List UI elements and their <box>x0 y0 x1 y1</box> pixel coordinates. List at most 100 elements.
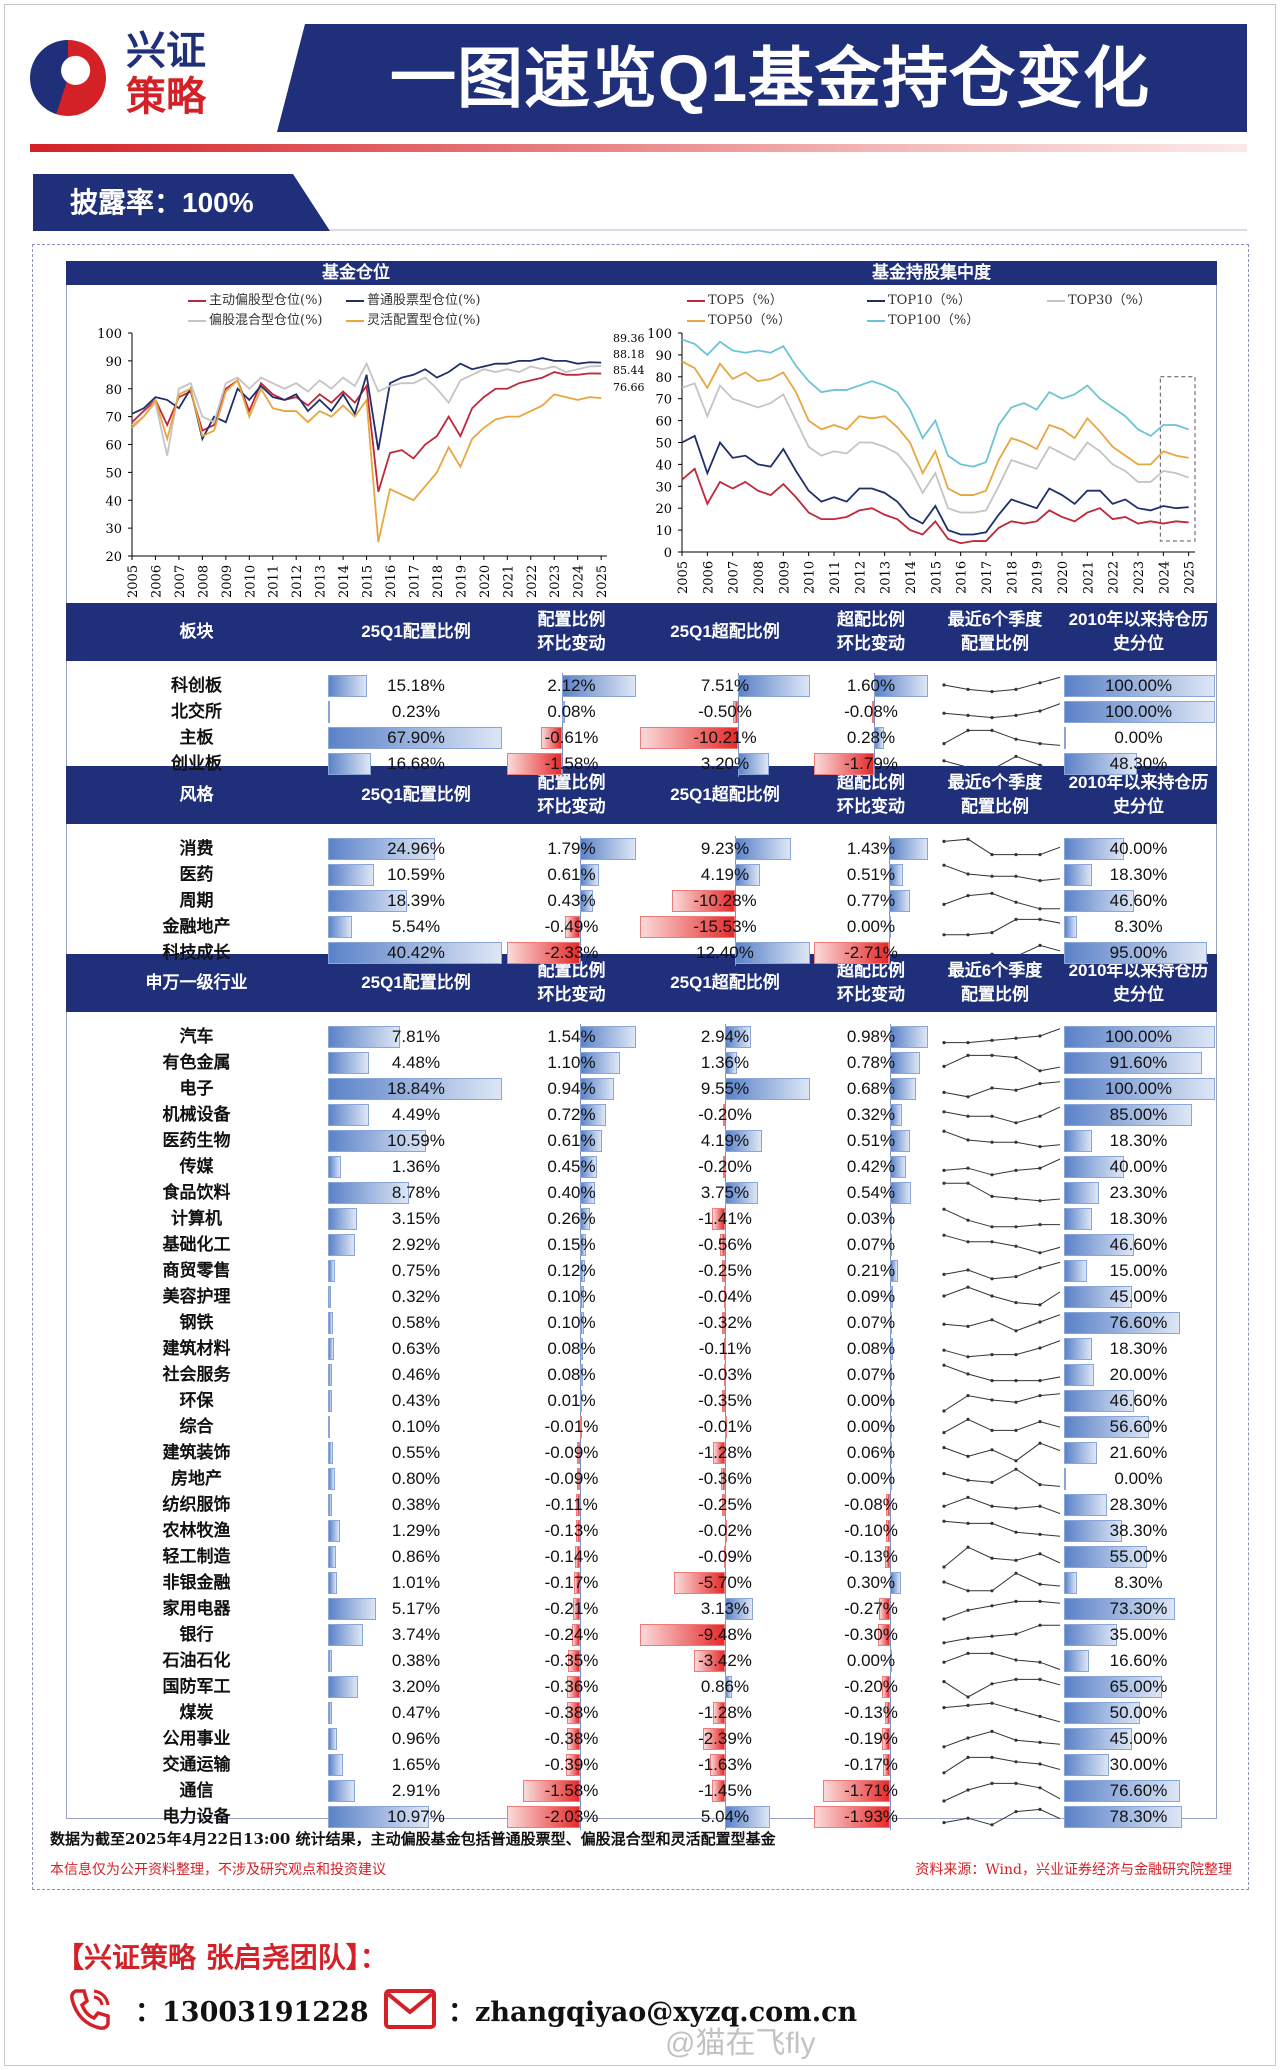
sparkline-point <box>942 1090 946 1094</box>
sparkline-point <box>942 1207 946 1211</box>
sparkline-point <box>942 742 946 746</box>
sparkline-point <box>966 1816 970 1820</box>
allocation-cell: 15.18% <box>327 673 505 699</box>
cell-value: 0.07% <box>846 1313 896 1332</box>
cell-value: 0.15% <box>547 1235 596 1254</box>
positive-bar <box>889 1650 892 1672</box>
cell-value: 0.08% <box>846 1339 896 1358</box>
allocation-change-cell: 0.61% <box>505 862 638 888</box>
bar-axis <box>737 725 739 751</box>
sparkline-line <box>943 1364 1065 1382</box>
sparkline-cell <box>930 725 1066 751</box>
overweight-cell: -9.48% <box>638 1622 812 1648</box>
legend-label: TOP10（%） <box>888 293 971 308</box>
percentile-bar <box>1064 1676 1163 1698</box>
sparkline-point <box>1038 1582 1042 1586</box>
sparkline-point <box>990 1398 994 1402</box>
percentile-cell: 50.00% <box>1060 1700 1217 1726</box>
row-label: 交通运输 <box>66 1752 327 1778</box>
column-header: 超配比例 环比变动 <box>812 766 930 824</box>
cell-value: -0.08% <box>844 1495 898 1514</box>
sparkline <box>942 1103 1066 1125</box>
row-label: 家用电器 <box>66 1596 327 1622</box>
cell-value: 机械设备 <box>162 1105 231 1124</box>
sparkline-point <box>966 933 970 937</box>
bar-axis <box>580 1674 582 1700</box>
sparkline <box>942 1129 1066 1149</box>
sparkline-point <box>1038 1660 1042 1664</box>
cell-value: 国防军工 <box>162 1677 231 1696</box>
sparkline-point <box>1038 1740 1042 1744</box>
cell-value: 主板 <box>179 728 214 747</box>
sparkline-point <box>966 1755 970 1759</box>
cell-value: 7.81% <box>391 1027 441 1046</box>
sparkline-line <box>943 701 1065 719</box>
row-label: 农林牧渔 <box>66 1518 327 1544</box>
table-row: 煤炭 0.47% -0.38% -1.28% -0.13% 50.00% <box>66 1700 1217 1726</box>
cell-value: 0.00% <box>846 1391 896 1410</box>
negative-bar <box>882 1728 890 1750</box>
sparkline-point <box>1014 1530 1018 1534</box>
cell-value: 1.43% <box>846 839 896 858</box>
sparkline-point <box>990 874 994 878</box>
cell-value: 0.43% <box>547 891 596 910</box>
sparkline-point <box>1014 1140 1018 1144</box>
legend-swatch <box>346 299 364 302</box>
cell-value: 18.30% <box>1109 1131 1168 1150</box>
percentile-bar <box>1064 1520 1122 1542</box>
sparkline-point <box>966 1372 970 1376</box>
overweight-change-cell: 0.68% <box>812 1076 930 1102</box>
table-row: 公用事业 0.96% -0.38% -2.39% -0.19% 45.00% <box>66 1726 1217 1752</box>
legend-swatch <box>346 319 364 322</box>
legend-label: 灵活配置型仓位(%) <box>367 313 481 328</box>
sparkline <box>942 1519 1066 1539</box>
sparkline-point <box>966 1608 970 1612</box>
percentile-bar <box>1064 1442 1097 1464</box>
overweight-change-cell: 0.00% <box>812 1414 930 1440</box>
column-header-text: 环比变动 <box>537 634 606 653</box>
bar-axis <box>737 699 739 725</box>
sparkline-point <box>942 1363 946 1367</box>
positive-bar <box>580 1312 584 1334</box>
negative-bar <box>724 1364 727 1386</box>
sparkline-point <box>1014 1571 1018 1575</box>
row-label: 金融地产 <box>66 914 327 940</box>
cell-value: -0.13% <box>544 1521 599 1540</box>
percentile-cell: 18.30% <box>1060 862 1217 888</box>
x-tick-label: 2010 <box>803 561 818 594</box>
column-header: 配置比例 环比变动 <box>505 954 638 1012</box>
sparkline <box>942 1677 1066 1699</box>
column-header: 最近6个季度 配置比例 <box>930 766 1060 824</box>
y-tick-label: 30 <box>655 480 672 495</box>
overweight-change-cell: 0.08% <box>812 1336 930 1362</box>
column-header-text: 超配比例 <box>837 961 905 980</box>
x-tick-label: 2007 <box>173 565 188 598</box>
cell-value: 美容护理 <box>162 1287 231 1306</box>
cell-value: -0.10% <box>844 1521 898 1540</box>
overweight-cell: -0.36% <box>638 1466 812 1492</box>
column-header: 2010年以来持仓历 史分位 <box>1060 766 1217 824</box>
table-row: 轻工制造 0.86% -0.14% -0.09% -0.13% 55.00% <box>66 1544 1217 1570</box>
positive-bar <box>724 1598 753 1620</box>
column-header: 最近6个季度 配置比例 <box>930 954 1060 1012</box>
end-label: 88.18 <box>613 348 645 361</box>
concentration-chart: 0 10 20 30 40 50 60 70 80 90 100 2005 2006 2007 2008 20… <box>647 327 1197 594</box>
sparkline-point <box>1014 853 1018 857</box>
chart-title-position: 基金仓位 <box>66 261 646 285</box>
sparkline-point <box>990 1480 994 1484</box>
sparkline-cell <box>930 1674 1066 1700</box>
column-header-text: 环比变动 <box>537 985 606 1004</box>
negative-bar <box>719 1234 725 1256</box>
cell-value: 0.00% <box>846 1469 896 1488</box>
cell-value: 0.54% <box>846 1183 896 1202</box>
column-header-text: 配置比例 <box>961 634 1029 653</box>
percentile-bar <box>1064 1754 1110 1776</box>
column-header: 2010年以来持仓历 史分位 <box>1060 603 1217 661</box>
cell-value: 3.20% <box>391 1677 441 1696</box>
cell-value: 2.91% <box>391 1781 441 1800</box>
sparkline-cell <box>930 1310 1066 1336</box>
positive-bar <box>580 1286 584 1308</box>
sparkline-point <box>1038 1441 1042 1445</box>
sparkline-point <box>966 728 970 732</box>
cell-value: -0.20% <box>698 1105 752 1124</box>
